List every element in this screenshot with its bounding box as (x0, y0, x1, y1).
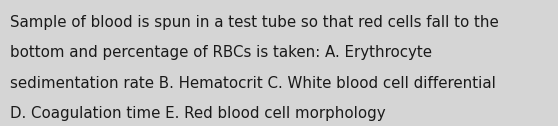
Text: D. Coagulation time E. Red blood cell morphology: D. Coagulation time E. Red blood cell mo… (10, 106, 386, 121)
Text: bottom and percentage of RBCs is taken: A. Erythrocyte: bottom and percentage of RBCs is taken: … (10, 45, 432, 60)
Text: sedimentation rate B. Hematocrit C. White blood cell differential: sedimentation rate B. Hematocrit C. Whit… (10, 76, 496, 91)
Text: Sample of blood is spun in a test tube so that red cells fall to the: Sample of blood is spun in a test tube s… (10, 15, 499, 30)
